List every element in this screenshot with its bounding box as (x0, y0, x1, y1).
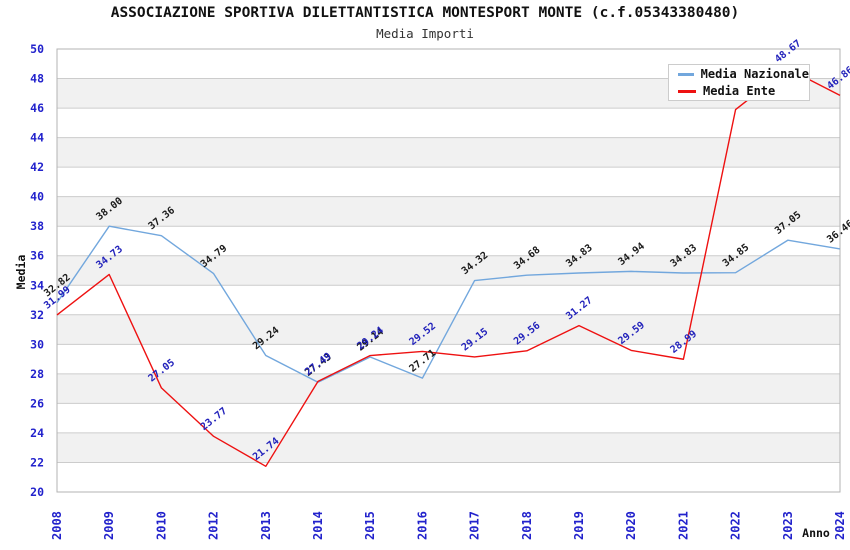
series-layer (56, 67, 841, 468)
x-tick-label: 2021 (676, 511, 690, 540)
line-media-ente (56, 67, 841, 468)
y-tick-label: 48 (30, 72, 44, 86)
y-tick-label: 46 (30, 101, 44, 115)
y-tick-label: 42 (30, 160, 44, 174)
legend-item-label: Media Nazionale (700, 67, 809, 81)
y-axis-title: Media (14, 255, 28, 290)
grid-layer (56, 48, 841, 493)
plot-band (57, 373, 840, 404)
y-tick-label: 26 (30, 396, 44, 410)
plot-band (57, 255, 840, 286)
y-tick-label: 30 (30, 337, 44, 351)
legend-item-media-ente: Media Ente (678, 84, 809, 98)
y-tick-label: 20 (30, 485, 44, 499)
x-tick-label: 2014 (311, 511, 325, 540)
x-tick-label: 2016 (415, 511, 429, 540)
y-tick-label: 22 (30, 455, 44, 469)
y-tick-label: 50 (30, 42, 44, 56)
y-tick-label: 32 (30, 308, 44, 322)
plot-border (56, 48, 841, 493)
x-tick-label: 2017 (468, 511, 482, 540)
axis-layer: 2008 2009 2010 2012 2013 2014 2015 2016 2017 2018… (30, 42, 847, 540)
x-tick-label: 2013 (259, 511, 273, 540)
x-tick-label: 2022 (729, 511, 743, 540)
plot-band (57, 432, 840, 463)
data-label-media-ente: 23.77 (199, 406, 229, 433)
legend-line-swatch-icon (678, 89, 696, 93)
x-tick-label: 2010 (154, 511, 168, 540)
x-tick-label: 2018 (520, 511, 534, 540)
line-media-nazionale (56, 225, 841, 383)
chart-subtitle: Media Importi (376, 26, 474, 41)
plot-band (57, 196, 840, 227)
x-tick-label: 2008 (50, 511, 64, 540)
y-tick-label: 28 (30, 367, 44, 381)
legend: Media Nazionale Media Ente (668, 64, 810, 101)
x-tick-label: 2023 (781, 511, 795, 540)
legend-line-swatch-icon (678, 72, 694, 76)
y-tick-label: 36 (30, 249, 44, 263)
plot-band (57, 137, 840, 168)
y-tick-label: 40 (30, 190, 44, 204)
y-tick-label: 44 (30, 131, 44, 145)
x-tick-label: 2015 (363, 511, 377, 540)
x-tick-label: 2012 (207, 511, 221, 540)
x-axis-title: Anno (802, 526, 830, 540)
x-tick-label: 2024 (833, 511, 847, 540)
legend-item-media-nazionale: Media Nazionale (678, 67, 809, 81)
x-tick-label: 2020 (624, 511, 638, 540)
data-label-media-ente: 48.67 (773, 38, 803, 65)
x-tick-label: 2019 (572, 511, 586, 540)
y-tick-label: 38 (30, 219, 44, 233)
x-tick-label: 2009 (102, 511, 116, 540)
chart-title: ASSOCIAZIONE SPORTIVA DILETTANTISTICA MO… (110, 5, 740, 21)
band-layer (57, 78, 840, 463)
legend-item-label: Media Ente (703, 84, 776, 98)
y-tick-label: 34 (30, 278, 44, 292)
y-tick-label: 24 (30, 426, 44, 440)
